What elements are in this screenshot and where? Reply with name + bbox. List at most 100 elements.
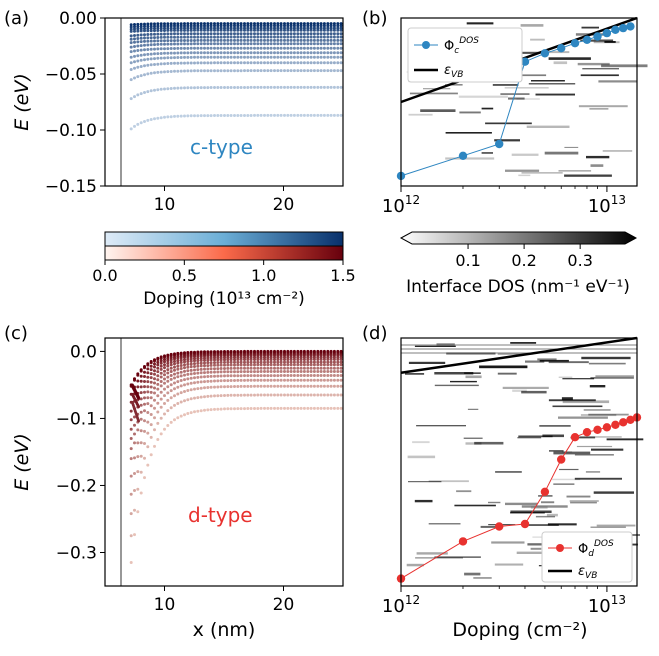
profile-point — [219, 114, 223, 117]
dos-streak — [494, 139, 520, 142]
profile-point — [213, 379, 216, 383]
profile-point — [153, 88, 156, 92]
profile-point — [332, 393, 336, 397]
profile-point — [176, 416, 180, 420]
profile-point — [196, 24, 200, 28]
profile-series-7 — [129, 366, 343, 451]
profile-point — [136, 428, 140, 432]
profile-point — [249, 26, 253, 30]
profile-point — [312, 51, 316, 55]
profile-point — [159, 367, 163, 371]
profile-point — [206, 26, 210, 30]
profile-point — [336, 35, 340, 39]
profile-point — [259, 349, 263, 353]
profile-point — [169, 377, 173, 381]
profile-point — [309, 28, 313, 32]
ytick-label: 0.00 — [59, 9, 97, 29]
profile-point — [243, 349, 246, 353]
profile-point — [206, 350, 210, 354]
profile-point — [339, 46, 343, 50]
profile-point — [169, 28, 173, 32]
profile-point — [163, 354, 166, 358]
profile-point — [286, 69, 290, 73]
profile-point — [249, 69, 253, 73]
profile-point — [189, 114, 193, 118]
profile-point — [283, 370, 286, 373]
profile-point — [316, 22, 320, 26]
profile-point — [206, 35, 210, 39]
profile-point — [302, 35, 306, 39]
profile-point — [216, 385, 220, 389]
profile-point — [259, 363, 263, 367]
profile-point — [216, 35, 220, 39]
ytick-label: 0.0 — [70, 342, 97, 362]
profile-point — [139, 33, 143, 37]
profile-point — [239, 69, 243, 73]
profile-point — [263, 24, 266, 28]
profile-point — [146, 24, 150, 28]
profile-point — [256, 32, 260, 36]
profile-point — [183, 413, 186, 417]
profile-point — [136, 44, 140, 48]
profile-point — [193, 39, 196, 42]
phi-point — [602, 423, 612, 432]
profile-point — [289, 61, 293, 65]
profile-point — [249, 366, 253, 370]
dos-streak — [581, 26, 599, 29]
profile-point — [229, 55, 233, 59]
phi-point — [619, 418, 628, 427]
profile-point — [266, 406, 270, 410]
profile-point — [239, 366, 243, 370]
profile-point — [249, 42, 253, 46]
profile-point — [292, 24, 296, 28]
profile-series-6 — [129, 51, 343, 59]
profile-point — [213, 51, 216, 55]
profile-point — [239, 24, 243, 28]
profile-point — [326, 38, 330, 42]
profile-point — [302, 363, 306, 367]
phi-point — [593, 425, 602, 434]
profile-point — [266, 374, 270, 378]
profile-point — [292, 55, 296, 59]
profile-point — [213, 35, 216, 39]
profile-point — [329, 378, 333, 382]
profile-point — [292, 374, 296, 377]
profile-point — [326, 51, 330, 55]
profile-point — [193, 32, 196, 36]
dos-streak — [593, 491, 634, 494]
dos-streak — [582, 68, 619, 70]
profile-point — [136, 122, 140, 126]
profile-point — [216, 22, 220, 26]
profile-point — [283, 374, 286, 377]
profile-point — [263, 356, 266, 359]
profile-point — [286, 370, 290, 373]
profile-point — [226, 46, 230, 50]
profile-point — [183, 46, 186, 50]
profile-point — [306, 378, 310, 382]
profile-point — [276, 113, 280, 117]
profile-point — [209, 42, 213, 46]
profile-point — [156, 378, 160, 382]
profile-point — [289, 42, 293, 46]
profile-point — [166, 39, 170, 43]
profile-point — [176, 61, 180, 65]
profile-point — [332, 35, 336, 39]
profile-point — [193, 69, 196, 73]
profile-point — [183, 26, 186, 30]
dos-streak — [547, 523, 577, 526]
profile-point — [173, 403, 176, 407]
profile-point — [183, 39, 186, 42]
profile-point — [139, 65, 143, 68]
profile-point — [266, 384, 270, 388]
profile-point — [236, 407, 240, 411]
profile-point — [133, 533, 136, 537]
profile-point — [183, 35, 186, 39]
profile-point — [273, 358, 276, 361]
profile-point — [259, 26, 263, 30]
dos-streak — [466, 22, 494, 25]
profile-point — [206, 28, 210, 32]
profile-point — [173, 39, 176, 43]
phi-point — [458, 537, 468, 546]
profile-point — [143, 375, 146, 378]
profile-point — [276, 22, 280, 26]
